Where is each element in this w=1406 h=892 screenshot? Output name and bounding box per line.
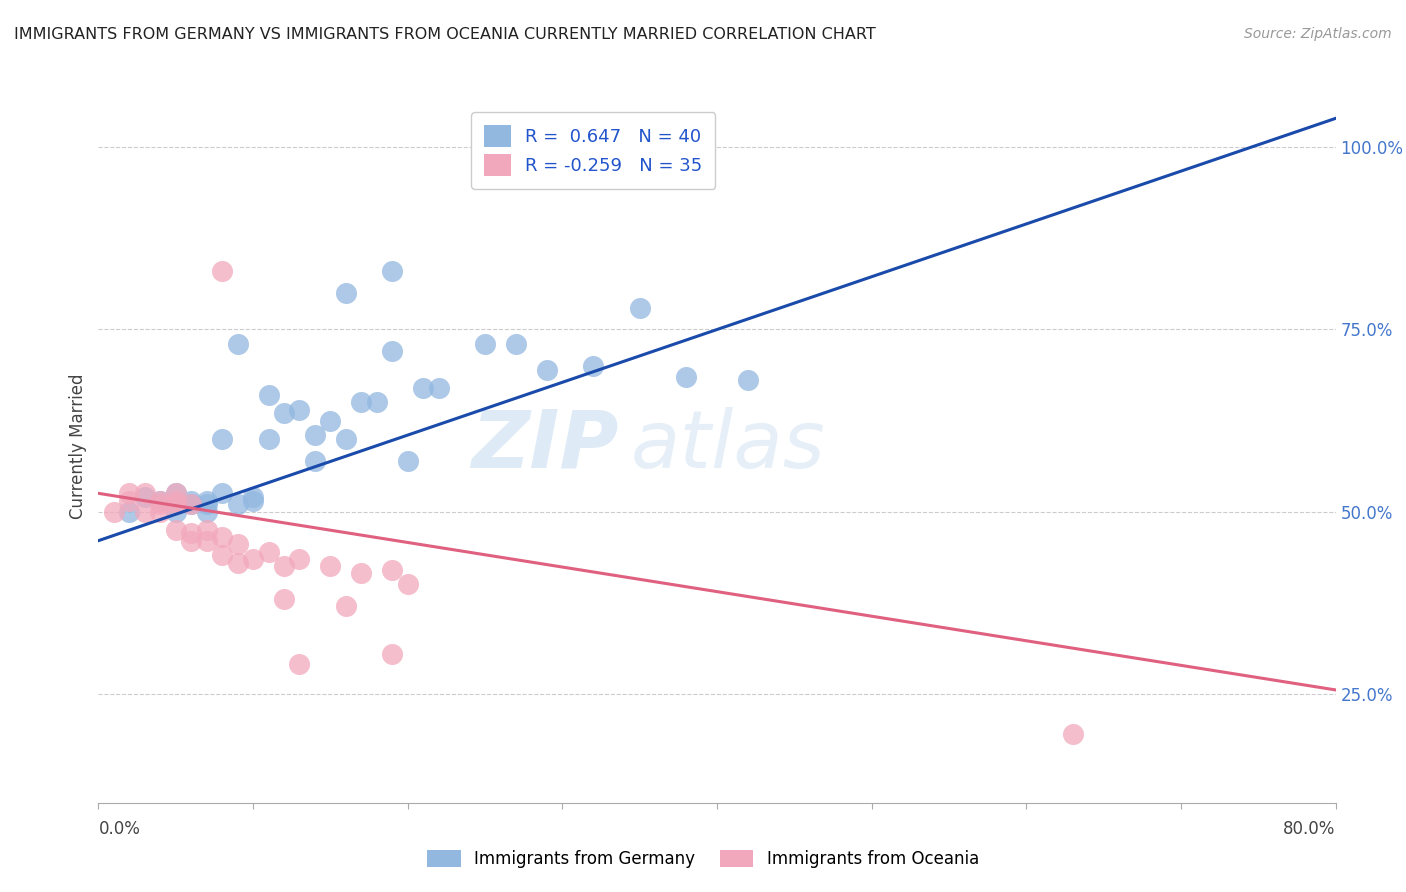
Legend: Immigrants from Germany, Immigrants from Oceania: Immigrants from Germany, Immigrants from… (420, 843, 986, 875)
Point (165, 497, 187, 511)
Point (103, 504, 125, 518)
Point (118, 493, 141, 508)
Point (628, 301, 651, 315)
Point (180, 493, 202, 508)
Point (211, 486, 233, 500)
Point (149, 493, 172, 508)
Point (211, 530, 233, 544)
Point (1062, 726, 1084, 740)
Point (165, 523, 187, 537)
Text: 80.0%: 80.0% (1284, 820, 1336, 838)
Y-axis label: Currently Married: Currently Married (69, 373, 87, 519)
Point (211, 432, 233, 446)
Point (149, 497, 172, 511)
Point (195, 497, 218, 511)
Point (335, 286, 357, 301)
Point (149, 493, 172, 508)
Point (304, 453, 326, 467)
Point (273, 559, 295, 574)
Point (273, 591, 295, 606)
Point (180, 497, 202, 511)
Point (134, 504, 156, 518)
Point (396, 453, 419, 467)
Point (226, 337, 249, 351)
Point (288, 552, 311, 566)
Text: Source: ZipAtlas.com: Source: ZipAtlas.com (1244, 27, 1392, 41)
Point (195, 533, 218, 548)
Point (396, 577, 419, 591)
Point (226, 556, 249, 570)
Text: 0.0%: 0.0% (98, 820, 141, 838)
Point (211, 264, 233, 278)
Point (226, 497, 249, 511)
Point (319, 413, 342, 427)
Point (242, 552, 264, 566)
Point (257, 432, 280, 446)
Point (288, 402, 311, 417)
Point (412, 381, 434, 395)
Point (257, 388, 280, 402)
Point (273, 406, 295, 420)
Point (211, 548, 233, 562)
Text: IMMIGRANTS FROM GERMANY VS IMMIGRANTS FROM OCEANIA CURRENTLY MARRIED CORRELATION: IMMIGRANTS FROM GERMANY VS IMMIGRANTS FR… (14, 27, 876, 42)
Text: atlas: atlas (630, 407, 825, 485)
Point (165, 486, 187, 500)
Point (118, 486, 141, 500)
Point (582, 359, 605, 373)
Point (381, 344, 404, 359)
Point (180, 497, 202, 511)
Point (165, 486, 187, 500)
Point (319, 559, 342, 574)
Point (149, 504, 172, 518)
Point (505, 337, 527, 351)
Point (180, 526, 202, 541)
Point (335, 432, 357, 446)
Point (381, 563, 404, 577)
Point (195, 504, 218, 518)
Point (737, 374, 759, 388)
Text: ZIP: ZIP (471, 407, 619, 485)
Point (195, 523, 218, 537)
Point (242, 493, 264, 508)
Point (350, 395, 373, 409)
Point (304, 428, 326, 442)
Point (180, 533, 202, 548)
Point (536, 362, 558, 376)
Point (350, 566, 373, 581)
Point (242, 490, 264, 504)
Point (165, 504, 187, 518)
Point (288, 657, 311, 672)
Point (381, 264, 404, 278)
Point (427, 381, 450, 395)
Point (675, 159, 697, 173)
Point (118, 504, 141, 518)
Legend: R =  0.647   N = 40, R = -0.259   N = 35: R = 0.647 N = 40, R = -0.259 N = 35 (471, 112, 716, 189)
Point (134, 486, 156, 500)
Point (257, 544, 280, 558)
Point (195, 493, 218, 508)
Point (366, 395, 388, 409)
Point (226, 537, 249, 551)
Point (335, 599, 357, 614)
Point (675, 369, 697, 384)
Point (381, 647, 404, 661)
Point (134, 490, 156, 504)
Point (474, 337, 496, 351)
Point (165, 493, 187, 508)
